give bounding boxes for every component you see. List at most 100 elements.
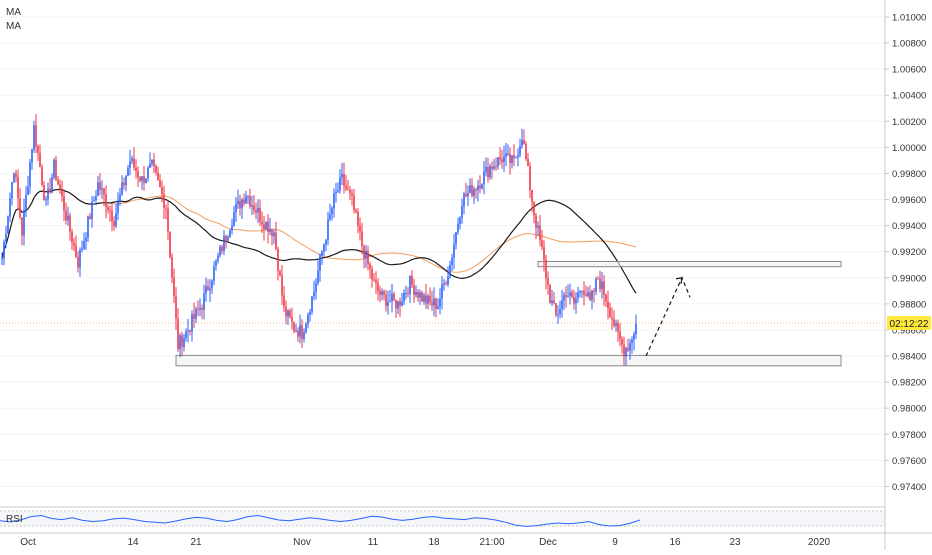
candle (255, 202, 257, 220)
candle (511, 154, 513, 169)
candle (219, 244, 221, 258)
candle (189, 329, 191, 336)
candle (345, 174, 347, 192)
candle-body (471, 185, 473, 196)
candle (521, 128, 523, 149)
time-tick-label: 11 (368, 537, 379, 548)
candle-body (299, 325, 301, 337)
zone-2[interactable] (537, 260, 842, 268)
candle-body (227, 236, 229, 241)
candle-body (207, 286, 209, 291)
candle-body (71, 231, 73, 243)
candle-body (75, 245, 77, 257)
candle (337, 182, 339, 194)
candle (89, 213, 91, 220)
candle (533, 201, 535, 224)
candle (355, 208, 357, 214)
candle-body (279, 271, 281, 276)
candle-body (245, 196, 247, 204)
candle (67, 206, 69, 226)
candle-body (633, 333, 635, 340)
candle (531, 189, 533, 213)
candle (457, 217, 459, 235)
candle (583, 281, 585, 306)
candle (73, 237, 75, 252)
candle-body (289, 310, 291, 318)
candle (81, 240, 83, 253)
candle-body (95, 195, 97, 200)
candle (1, 252, 3, 266)
candle-body (225, 235, 227, 241)
time-axis[interactable]: Oct 14 21 Nov 11 18 21:00 Dec 9 16 23 2020 (20, 537, 830, 548)
price-tick-label: 0.97600 (892, 456, 926, 467)
candle (127, 165, 129, 177)
candle (171, 253, 173, 284)
candle (133, 147, 135, 171)
candle-body (297, 330, 299, 337)
candle (487, 157, 489, 183)
candle-body (301, 325, 303, 340)
candle (175, 287, 177, 330)
candle-body (361, 231, 363, 247)
candle (445, 280, 447, 286)
candle (473, 186, 475, 205)
candle-body (565, 294, 567, 297)
candle-body (51, 177, 53, 193)
candle-body (151, 159, 153, 164)
candle-body (309, 312, 311, 315)
candle-body (395, 299, 397, 309)
candle-body (625, 347, 627, 357)
candle-body (109, 210, 111, 212)
candle-body (427, 295, 429, 304)
candle (559, 300, 561, 319)
candle (135, 159, 137, 179)
price-axis[interactable]: 1.01000 1.00800 1.00600 1.00400 1.00200 1.000… (885, 12, 926, 493)
ma1-legend[interactable]: MA (6, 7, 21, 18)
candle (425, 283, 427, 309)
candle (183, 334, 185, 352)
candle-body (559, 309, 561, 315)
ma2-legend[interactable]: MA (6, 21, 21, 32)
candle (87, 215, 89, 243)
candle (491, 161, 493, 180)
price-tick-label: 0.98800 (892, 299, 926, 310)
candle (383, 289, 385, 301)
price-tick-label: 0.98600 (892, 325, 926, 336)
candle-body (115, 213, 117, 227)
candle (65, 202, 67, 225)
candle-body (371, 268, 373, 280)
candle (605, 293, 607, 307)
candle-body (357, 211, 359, 226)
candle (57, 175, 59, 186)
candle-body (119, 194, 121, 202)
candle-body (507, 153, 509, 155)
candle (539, 214, 541, 247)
candle-body (251, 205, 253, 207)
candle-body (553, 300, 555, 304)
candle (453, 233, 455, 270)
candle-body (201, 307, 203, 310)
candle (369, 261, 371, 279)
candle (389, 290, 391, 303)
candle-body (551, 300, 553, 304)
candle-body (577, 292, 579, 299)
time-tick-label: 23 (729, 537, 741, 548)
candle (115, 203, 117, 229)
candle-body (235, 204, 237, 212)
candle-body (387, 301, 389, 306)
candle (251, 195, 253, 215)
candle-body (431, 302, 433, 306)
candle (235, 197, 237, 222)
candle-body (167, 208, 169, 232)
candle (269, 217, 271, 236)
zone-1[interactable] (175, 354, 842, 367)
candle-body (533, 201, 535, 216)
price-tick-label: 0.99400 (892, 221, 926, 232)
candle (543, 240, 545, 272)
candle (79, 247, 81, 277)
candle-body (363, 246, 365, 259)
candle (311, 296, 313, 315)
candle-body (583, 290, 585, 295)
